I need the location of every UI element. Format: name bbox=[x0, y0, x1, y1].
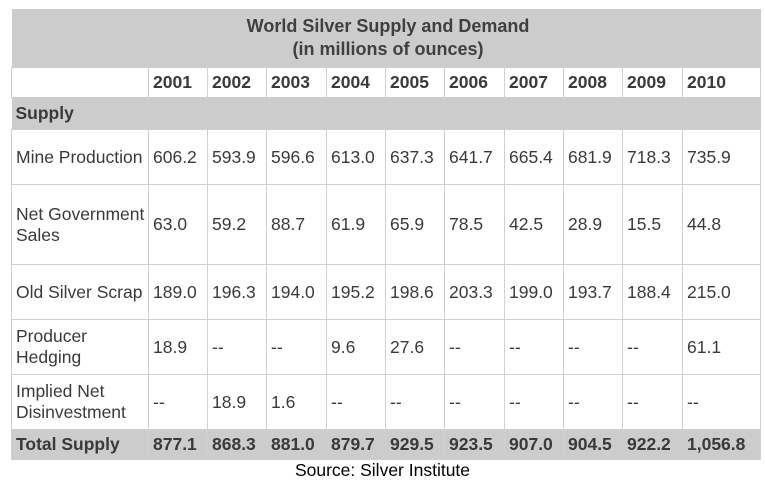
year-header: 2001 bbox=[148, 67, 208, 98]
table-row: Old Silver Scrap 189.0 196.3 194.0 195.2 198.… bbox=[11, 264, 762, 320]
year-header: 2007 bbox=[504, 67, 564, 98]
data-cell: -- bbox=[266, 319, 327, 375]
subtitle-text: (in millions of ounces) bbox=[292, 39, 484, 59]
data-cell: 641.7 bbox=[444, 129, 505, 185]
data-cell: -- bbox=[681, 374, 762, 430]
row-label: Net Government Sales bbox=[11, 184, 149, 265]
data-cell: 613.0 bbox=[326, 129, 386, 185]
data-cell: 88.7 bbox=[266, 184, 327, 265]
data-cell: -- bbox=[444, 374, 505, 430]
total-cell: 923.5 bbox=[444, 429, 505, 460]
data-cell: 18.9 bbox=[148, 319, 208, 375]
data-cell: 42.5 bbox=[504, 184, 564, 265]
data-cell: -- bbox=[207, 319, 267, 375]
data-cell: 195.2 bbox=[326, 264, 386, 320]
data-cell: 718.3 bbox=[622, 129, 683, 185]
total-cell: 1,056.8 bbox=[681, 429, 762, 460]
source-note: Source: Silver Institute bbox=[294, 460, 471, 480]
data-cell: 203.3 bbox=[444, 264, 505, 320]
data-cell: 665.4 bbox=[504, 129, 564, 185]
year-header: 2006 bbox=[444, 67, 505, 98]
data-cell: 61.9 bbox=[326, 184, 386, 265]
total-cell: 881.0 bbox=[266, 429, 327, 460]
total-cell: 868.3 bbox=[207, 429, 267, 460]
total-cell: 904.5 bbox=[563, 429, 623, 460]
row-label: Producer Hedging bbox=[11, 319, 149, 375]
data-cell: 735.9 bbox=[681, 129, 762, 185]
data-cell: 637.3 bbox=[385, 129, 445, 185]
table-row: Net Government Sales 63.0 59.2 88.7 61.9 65.9… bbox=[11, 184, 762, 265]
data-cell: -- bbox=[385, 374, 445, 430]
row-label: Mine Production bbox=[11, 129, 149, 185]
data-cell: 44.8 bbox=[681, 184, 762, 265]
silver-supply-table: World Silver Supply and Demand (in millio… bbox=[11, 9, 762, 460]
data-cell: 593.9 bbox=[207, 129, 267, 185]
data-cell: 188.4 bbox=[622, 264, 683, 320]
year-header: 2002 bbox=[207, 67, 267, 98]
table-row: Producer Hedging 18.9 -- -- 9.6 27.6 -- -- -- -- 6… bbox=[11, 319, 762, 375]
year-header: 2004 bbox=[326, 67, 386, 98]
section-row: Supply bbox=[11, 97, 761, 130]
row-label: Old Silver Scrap bbox=[11, 264, 149, 320]
data-cell: 681.9 bbox=[563, 129, 623, 185]
data-cell: 15.5 bbox=[622, 184, 683, 265]
total-cell: 877.1 bbox=[148, 429, 208, 460]
data-cell: -- bbox=[148, 374, 208, 430]
data-cell: -- bbox=[622, 374, 683, 430]
data-cell: 65.9 bbox=[385, 184, 445, 265]
total-cell: 879.7 bbox=[326, 429, 386, 460]
data-cell: 28.9 bbox=[563, 184, 623, 265]
total-label: Total Supply bbox=[11, 429, 149, 460]
table-title: World Silver Supply and Demand (in millio… bbox=[11, 9, 761, 68]
data-cell: 189.0 bbox=[148, 264, 208, 320]
data-cell: -- bbox=[563, 319, 623, 375]
title-text: World Silver Supply and Demand bbox=[246, 16, 530, 36]
year-header: 2005 bbox=[385, 67, 445, 98]
corner-cell bbox=[11, 67, 149, 98]
total-row: Total Supply 877.1 868.3 881.0 879.7 929.5 923… bbox=[11, 429, 762, 460]
data-cell: 596.6 bbox=[266, 129, 327, 185]
data-cell: -- bbox=[326, 374, 386, 430]
year-header: 2009 bbox=[622, 67, 683, 98]
data-cell: 61.1 bbox=[681, 319, 762, 375]
data-cell: 18.9 bbox=[207, 374, 267, 430]
data-cell: -- bbox=[563, 374, 623, 430]
table-row: Implied Net Disinvestment -- 18.9 1.6 -- -- --… bbox=[11, 374, 762, 430]
data-cell: 63.0 bbox=[148, 184, 208, 265]
year-header-row: 2001 2002 2003 2004 2005 2006 2007 2008 2009 2010 bbox=[11, 67, 762, 98]
data-cell: 9.6 bbox=[326, 319, 386, 375]
total-cell: 929.5 bbox=[385, 429, 445, 460]
data-cell: -- bbox=[622, 319, 683, 375]
data-cell: 606.2 bbox=[148, 129, 208, 185]
data-cell: 198.6 bbox=[385, 264, 445, 320]
row-label: Implied Net Disinvestment bbox=[11, 374, 149, 430]
table-row: Mine Production 606.2 593.9 596.6 613.0 637.3… bbox=[11, 129, 762, 185]
data-cell: 1.6 bbox=[266, 374, 327, 430]
year-header: 2010 bbox=[681, 67, 762, 98]
data-cell: 193.7 bbox=[563, 264, 623, 320]
data-cell: -- bbox=[444, 319, 505, 375]
year-header: 2003 bbox=[266, 67, 327, 98]
data-cell: 196.3 bbox=[207, 264, 267, 320]
data-cell: -- bbox=[504, 374, 564, 430]
data-cell: 199.0 bbox=[504, 264, 564, 320]
year-header: 2008 bbox=[563, 67, 623, 98]
section-label: Supply bbox=[11, 97, 761, 130]
data-cell: 215.0 bbox=[681, 264, 762, 320]
data-cell: 78.5 bbox=[444, 184, 505, 265]
total-cell: 922.2 bbox=[622, 429, 683, 460]
data-cell: 27.6 bbox=[385, 319, 445, 375]
data-cell: 194.0 bbox=[266, 264, 327, 320]
data-cell: -- bbox=[504, 319, 564, 375]
data-cell: 59.2 bbox=[207, 184, 267, 265]
total-cell: 907.0 bbox=[504, 429, 564, 460]
